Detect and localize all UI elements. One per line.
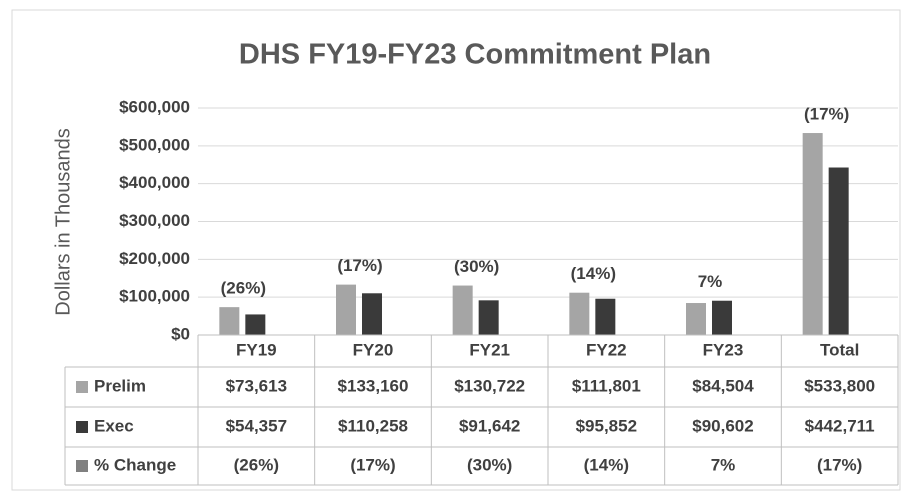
chart-border (11, 9, 901, 491)
table-cell: $442,711 (805, 416, 875, 435)
bar (336, 284, 356, 335)
table-cell: (17%) (817, 455, 862, 474)
category-label: FY21 (469, 340, 510, 359)
table-cell: 7% (711, 455, 736, 474)
table-cell: $130,722 (454, 376, 525, 395)
legend-label: Prelim (94, 376, 146, 395)
legend-label: Exec (94, 416, 134, 435)
table-cell: $84,504 (692, 376, 754, 395)
bar (828, 167, 849, 335)
change-annotation: (14%) (571, 264, 616, 283)
change-annotation: (30%) (454, 257, 499, 276)
bar (569, 292, 590, 335)
category-label: FY19 (236, 340, 277, 359)
y-axis-label: Dollars in Thousands (52, 128, 74, 316)
category-label: FY23 (703, 340, 744, 359)
legend-key (76, 421, 88, 433)
table-cell: $54,357 (226, 416, 287, 435)
table-cell: (30%) (467, 455, 512, 474)
table-cell: (26%) (234, 455, 279, 474)
bar (219, 307, 240, 335)
legend-label: % Change (94, 455, 176, 474)
y-tick-label: $600,000 (119, 97, 190, 116)
legend-key (76, 381, 88, 393)
table-cell: (14%) (584, 455, 629, 474)
bar (595, 298, 616, 335)
table-cell: $533,800 (804, 376, 875, 395)
table-cell: $133,160 (338, 376, 409, 395)
bar (712, 300, 732, 335)
bar (478, 300, 499, 335)
table-cell: (17%) (350, 455, 395, 474)
y-tick-label: $200,000 (119, 249, 190, 268)
y-tick-label: $0 (171, 324, 190, 343)
y-tick-label: $500,000 (119, 135, 190, 154)
table-cell: $90,602 (692, 416, 753, 435)
table-cell: $111,801 (572, 376, 641, 395)
table-cell: $110,258 (338, 416, 408, 435)
table-cell: $73,613 (226, 376, 287, 395)
bar (686, 303, 706, 335)
bar (452, 285, 473, 335)
table-cell: $95,852 (576, 416, 637, 435)
chart-title: DHS FY19-FY23 Commitment Plan (239, 39, 711, 71)
y-tick-label: $400,000 (119, 173, 190, 192)
change-annotation: (17%) (337, 256, 382, 275)
change-annotation: (17%) (804, 105, 849, 124)
table-cell: $91,642 (459, 416, 520, 435)
bar (802, 133, 823, 335)
y-tick-label: $300,000 (119, 211, 190, 230)
category-label: FY22 (586, 340, 627, 359)
category-label: FY20 (353, 340, 394, 359)
bar (362, 293, 382, 335)
y-tick-label: $100,000 (119, 287, 190, 306)
change-annotation: 7% (698, 272, 723, 291)
bar (245, 314, 266, 335)
change-annotation: (26%) (221, 279, 266, 298)
category-label: Total (820, 340, 859, 359)
legend-key (76, 460, 88, 472)
